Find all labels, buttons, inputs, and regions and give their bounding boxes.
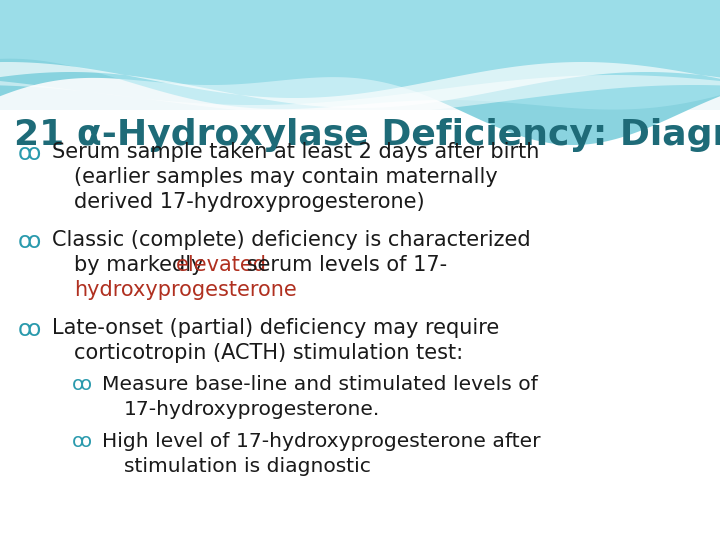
Text: hydroxyprogesterone: hydroxyprogesterone — [74, 280, 297, 300]
Polygon shape — [0, 75, 720, 115]
Text: stimulation is diagnostic: stimulation is diagnostic — [124, 457, 371, 476]
Text: 21 α-Hydroxylase Deficiency: Diagnosis: 21 α-Hydroxylase Deficiency: Diagnosis — [14, 118, 720, 152]
Polygon shape — [0, 62, 720, 108]
Text: elevated: elevated — [176, 255, 267, 275]
Polygon shape — [0, 0, 720, 110]
Text: derived 17-hydroxyprogesterone): derived 17-hydroxyprogesterone) — [74, 192, 425, 212]
Text: Measure base-line and stimulated levels of: Measure base-line and stimulated levels … — [102, 375, 538, 394]
Text: ꝏ: ꝏ — [72, 375, 92, 394]
Text: Late-onset (partial) deficiency may require: Late-onset (partial) deficiency may requ… — [52, 318, 499, 338]
Text: ꝏ: ꝏ — [72, 432, 92, 451]
Bar — [0, 110, 720, 540]
Text: High level of 17-hydroxyprogesterone after: High level of 17-hydroxyprogesterone aft… — [102, 432, 541, 451]
Text: (earlier samples may contain maternally: (earlier samples may contain maternally — [74, 167, 498, 187]
Text: by markedly: by markedly — [74, 255, 210, 275]
Text: 17-hydroxyprogesterone.: 17-hydroxyprogesterone. — [124, 400, 380, 419]
Text: Serum sample taken at least 2 days after birth: Serum sample taken at least 2 days after… — [52, 142, 539, 162]
Text: ꝏ: ꝏ — [18, 230, 41, 253]
Text: ꝏ: ꝏ — [18, 318, 41, 341]
Text: Classic (complete) deficiency is characterized: Classic (complete) deficiency is charact… — [52, 230, 531, 250]
Polygon shape — [0, 0, 720, 145]
Text: ꝏ: ꝏ — [18, 142, 41, 165]
Text: corticotropin (ACTH) stimulation test:: corticotropin (ACTH) stimulation test: — [74, 343, 463, 363]
Text: serum levels of 17-: serum levels of 17- — [240, 255, 447, 275]
